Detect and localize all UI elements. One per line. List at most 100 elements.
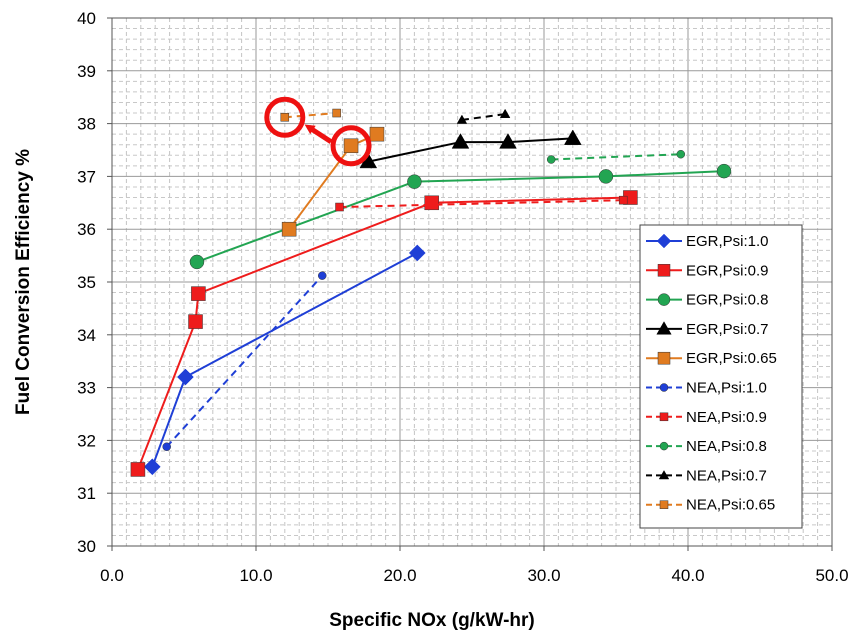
series-line xyxy=(165,274,323,448)
legend-label: EGR,Psi:1.0 xyxy=(686,233,769,250)
y-tick-label: 39 xyxy=(77,62,96,81)
data-point xyxy=(189,254,205,270)
data-point xyxy=(143,458,161,476)
x-tick-label: 50.0 xyxy=(815,566,848,585)
y-tick-label: 34 xyxy=(77,326,96,345)
series-egr-psi-0-7 xyxy=(359,129,582,169)
data-point xyxy=(281,221,297,237)
y-tick-label: 32 xyxy=(77,431,96,450)
y-tick-label: 38 xyxy=(77,115,96,134)
legend-swatch-marker xyxy=(659,500,669,509)
data-point xyxy=(618,195,628,205)
legend-label: EGR,Psi:0.8 xyxy=(686,292,769,309)
highlight-circle xyxy=(264,96,306,138)
legend-entry: EGR,Psi:1.0 xyxy=(646,233,769,250)
legend-swatch-marker xyxy=(659,412,669,422)
data-point xyxy=(407,174,422,189)
series-egr-psi-1-0 xyxy=(143,244,426,476)
data-point xyxy=(424,195,439,211)
grid xyxy=(111,17,833,547)
highlight-circle xyxy=(330,125,372,167)
legend-label: NEA,Psi:0.7 xyxy=(686,467,767,484)
data-point xyxy=(332,108,341,118)
series-line xyxy=(461,113,506,121)
series-nea-psi-0-7 xyxy=(456,108,511,124)
y-axis-title: Fuel Conversion Efficiency % xyxy=(13,149,34,415)
series-line xyxy=(284,112,337,119)
series-nea-psi-0-9 xyxy=(335,195,628,212)
series-nea-psi-1-0 xyxy=(162,271,327,451)
legend-label: NEA,Psi:0.65 xyxy=(686,497,775,514)
y-tick-label: 33 xyxy=(77,379,96,398)
y-tick-label: 36 xyxy=(77,220,96,239)
legend-swatch-marker xyxy=(657,351,671,365)
data-point xyxy=(499,108,511,118)
x-tick-label: 30.0 xyxy=(527,566,560,585)
legend-entry: EGR,Psi:0.8 xyxy=(646,292,769,309)
data-point xyxy=(188,314,203,329)
legend-label: EGR,Psi:0.7 xyxy=(686,321,769,338)
series-egr-psi-0-8 xyxy=(189,163,732,270)
legend-swatch-marker xyxy=(657,293,671,306)
data-point xyxy=(598,169,614,184)
legend-label: NEA,Psi:0.8 xyxy=(686,438,767,455)
legend-label: NEA,Psi:1.0 xyxy=(686,380,767,397)
y-tick-label: 35 xyxy=(77,273,96,292)
data-point xyxy=(177,368,194,386)
legend-entry: NEA,Psi:0.8 xyxy=(646,438,767,455)
series-line xyxy=(196,170,725,263)
legend-swatch-marker xyxy=(656,321,672,335)
legend-entry: NEA,Psi:0.7 xyxy=(646,467,767,484)
x-tick-label: 40.0 xyxy=(671,566,704,585)
legend-entry: NEA,Psi:0.9 xyxy=(646,409,767,426)
x-tick-label: 10.0 xyxy=(239,566,272,585)
legend-entry: EGR,Psi:0.65 xyxy=(646,350,777,367)
legend-label: EGR,Psi:0.9 xyxy=(686,262,769,279)
y-tick-label: 37 xyxy=(77,167,96,186)
x-tick-label: 0.0 xyxy=(100,566,124,585)
x-axis-title: Specific NOx (g/kW-hr) xyxy=(329,610,534,631)
legend-swatch-marker xyxy=(658,470,670,480)
data-point xyxy=(456,114,468,124)
series-line xyxy=(368,137,573,163)
y-tick-label: 30 xyxy=(77,537,96,556)
y-tick-label: 40 xyxy=(77,9,96,28)
legend-label: NEA,Psi:0.9 xyxy=(686,409,767,426)
data-point xyxy=(369,126,385,142)
data-point xyxy=(162,442,171,451)
legend-swatch-marker xyxy=(657,264,671,277)
legend-entry: NEA,Psi:0.65 xyxy=(646,497,775,514)
data-point xyxy=(317,271,327,280)
data-point xyxy=(546,155,556,164)
data-series xyxy=(130,108,732,477)
series-nea-psi-0-65 xyxy=(280,108,341,122)
data-point xyxy=(563,129,582,145)
legend-swatch-marker xyxy=(659,383,669,392)
legend-swatch-marker xyxy=(656,233,672,249)
series-nea-psi-0-8 xyxy=(546,149,686,164)
legend-entry: EGR,Psi:0.7 xyxy=(646,321,769,338)
series-line xyxy=(551,153,681,161)
data-point xyxy=(676,149,686,159)
legend-entry: NEA,Psi:1.0 xyxy=(646,380,767,397)
data-point xyxy=(280,113,290,122)
x-tick-label: 20.0 xyxy=(383,566,416,585)
data-point xyxy=(130,462,146,477)
legend: EGR,Psi:1.0 EGR,Psi:0.9 EGR,Psi:0.8 EGR,Psi… xyxy=(639,224,803,529)
data-point xyxy=(335,202,344,212)
legend-entry: EGR,Psi:0.9 xyxy=(646,262,769,279)
annotations xyxy=(264,96,372,167)
data-point xyxy=(451,133,470,149)
data-point xyxy=(716,163,732,179)
data-point xyxy=(499,133,517,149)
series-egr-psi-0-9 xyxy=(130,190,638,477)
highlight-arrow xyxy=(304,124,333,144)
legend-label: EGR,Psi:0.65 xyxy=(686,350,777,367)
legend-swatch-marker xyxy=(659,441,669,451)
y-tick-label: 31 xyxy=(77,484,96,503)
data-point xyxy=(343,138,359,154)
data-point xyxy=(408,244,426,262)
data-point xyxy=(191,286,206,301)
axis-ticks: 0.0 10.0 20.0 30.0 40.0 50.0 30 31 32 33 34 35 36 37 3… xyxy=(77,9,848,585)
